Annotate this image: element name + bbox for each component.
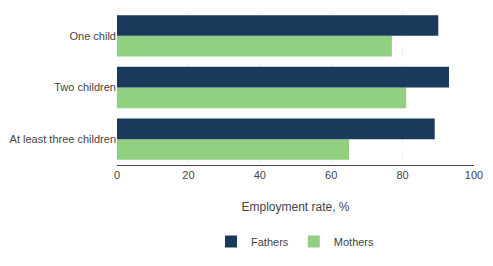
svg-text:Two children: Two children (54, 81, 116, 93)
svg-text:100: 100 (465, 169, 483, 181)
svg-text:At least three children: At least three children (10, 133, 116, 145)
svg-text:60: 60 (325, 169, 337, 181)
svg-text:One child: One child (70, 30, 116, 42)
svg-text:0: 0 (114, 169, 120, 181)
svg-text:Fathers: Fathers (251, 236, 289, 248)
svg-text:20: 20 (182, 169, 194, 181)
svg-text:Mothers: Mothers (334, 236, 374, 248)
svg-text:80: 80 (396, 169, 408, 181)
svg-text:Employment rate, %: Employment rate, % (241, 200, 349, 214)
svg-text:40: 40 (254, 169, 266, 181)
